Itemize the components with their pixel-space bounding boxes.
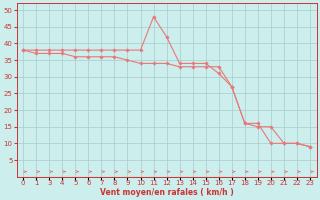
X-axis label: Vent moyen/en rafales ( km/h ): Vent moyen/en rafales ( km/h ) [100, 188, 234, 197]
